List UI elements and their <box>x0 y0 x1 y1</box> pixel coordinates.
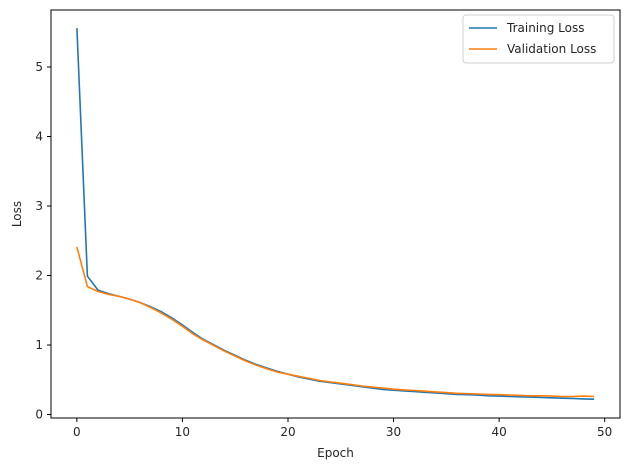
y-tick-label: 0 <box>35 408 43 422</box>
x-tick-label: 30 <box>386 425 401 439</box>
x-tick-label: 50 <box>597 425 612 439</box>
x-tick-label: 20 <box>280 425 295 439</box>
series-line-validation <box>76 246 595 398</box>
series-line-training <box>76 28 595 400</box>
legend-label: Validation Loss <box>507 42 596 56</box>
y-tick-label: 5 <box>35 60 43 74</box>
x-tick-label: 10 <box>175 425 190 439</box>
x-tick-label: 40 <box>491 425 506 439</box>
y-tick-label: 4 <box>35 130 43 144</box>
x-tick-label: 0 <box>73 425 81 439</box>
y-tick-label: 3 <box>35 199 43 213</box>
y-tick-label: 1 <box>35 338 43 352</box>
legend-label: Training Loss <box>506 21 584 35</box>
y-axis-label: Loss <box>10 201 24 227</box>
y-tick-label: 2 <box>35 269 43 283</box>
x-axis-label: Epoch <box>317 446 354 460</box>
plot-frame <box>50 9 621 419</box>
legend-box <box>462 14 615 64</box>
